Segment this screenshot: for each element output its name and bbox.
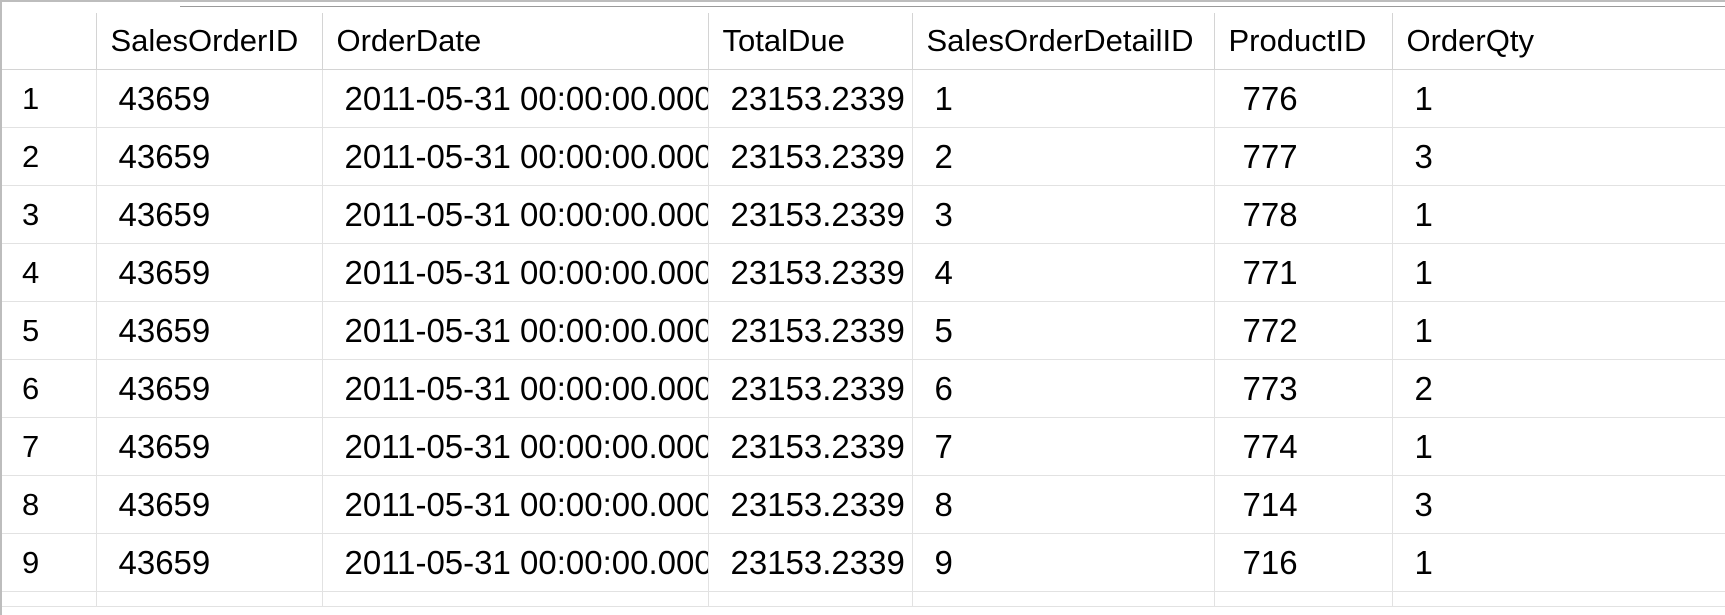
table-row[interactable]: 3 43659 2011-05-31 00:00:00.000 23153.23… (2, 185, 1725, 244)
cell-salesorderdetailid[interactable]: 7 (912, 417, 1215, 476)
cell-salesorderdetailid[interactable]: 1 (912, 69, 1215, 128)
cell-orderqty[interactable]: 2 (1392, 359, 1725, 418)
cell-totaldue[interactable]: 23153.2339 (708, 417, 913, 476)
cell-salesorderdetailid[interactable]: 9 (912, 533, 1215, 592)
table-row[interactable]: 4 43659 2011-05-31 00:00:00.000 23153.23… (2, 243, 1725, 302)
partial-row (2, 591, 1725, 607)
row-number[interactable]: 7 (2, 417, 97, 476)
results-grid: SalesOrderID OrderDate TotalDue SalesOrd… (2, 13, 1725, 607)
column-header-totaldue[interactable]: TotalDue (708, 13, 913, 70)
table-row[interactable]: 6 43659 2011-05-31 00:00:00.000 23153.23… (2, 359, 1725, 418)
column-header-salesorderid[interactable]: SalesOrderID (96, 13, 323, 70)
cell-orderdate[interactable]: 2011-05-31 00:00:00.000 (322, 301, 709, 360)
cell-salesorderdetailid[interactable]: 3 (912, 185, 1215, 244)
table-row[interactable]: 1 43659 2011-05-31 00:00:00.000 23153.23… (2, 69, 1725, 128)
select-all-corner[interactable] (2, 13, 97, 70)
partial-cell (912, 591, 1215, 607)
cell-orderqty[interactable]: 1 (1392, 417, 1725, 476)
cell-salesorderdetailid[interactable]: 6 (912, 359, 1215, 418)
partial-cell (96, 591, 323, 607)
cell-salesorderdetailid[interactable]: 8 (912, 475, 1215, 534)
cell-productid[interactable]: 716 (1214, 533, 1393, 592)
cell-salesorderid[interactable]: 43659 (96, 243, 323, 302)
table-row[interactable]: 8 43659 2011-05-31 00:00:00.000 23153.23… (2, 475, 1725, 534)
partial-cell (2, 591, 97, 607)
cell-orderdate[interactable]: 2011-05-31 00:00:00.000 (322, 475, 709, 534)
cell-orderdate[interactable]: 2011-05-31 00:00:00.000 (322, 127, 709, 186)
grid-top-border (180, 6, 1725, 7)
cell-orderdate[interactable]: 2011-05-31 00:00:00.000 (322, 185, 709, 244)
cell-orderdate[interactable]: 2011-05-31 00:00:00.000 (322, 417, 709, 476)
cell-productid[interactable]: 772 (1214, 301, 1393, 360)
cell-orderqty[interactable]: 3 (1392, 127, 1725, 186)
cell-salesorderid[interactable]: 43659 (96, 185, 323, 244)
cell-productid[interactable]: 714 (1214, 475, 1393, 534)
cell-totaldue[interactable]: 23153.2339 (708, 69, 913, 128)
header-row: SalesOrderID OrderDate TotalDue SalesOrd… (2, 13, 1725, 70)
column-header-salesorderdetailid[interactable]: SalesOrderDetailID (912, 13, 1215, 70)
cell-orderqty[interactable]: 1 (1392, 301, 1725, 360)
cell-totaldue[interactable]: 23153.2339 (708, 533, 913, 592)
cell-productid[interactable]: 773 (1214, 359, 1393, 418)
cell-orderdate[interactable]: 2011-05-31 00:00:00.000 (322, 243, 709, 302)
cell-salesorderid[interactable]: 43659 (96, 417, 323, 476)
row-number[interactable]: 5 (2, 301, 97, 360)
cell-totaldue[interactable]: 23153.2339 (708, 301, 913, 360)
cell-productid[interactable]: 777 (1214, 127, 1393, 186)
table-row[interactable]: 9 43659 2011-05-31 00:00:00.000 23153.23… (2, 533, 1725, 592)
cell-salesorderid[interactable]: 43659 (96, 301, 323, 360)
cell-orderdate[interactable]: 2011-05-31 00:00:00.000 (322, 359, 709, 418)
cell-salesorderid[interactable]: 43659 (96, 475, 323, 534)
partial-cell (1392, 591, 1725, 607)
column-header-productid[interactable]: ProductID (1214, 13, 1393, 70)
cell-productid[interactable]: 771 (1214, 243, 1393, 302)
row-number[interactable]: 3 (2, 185, 97, 244)
cell-salesorderid[interactable]: 43659 (96, 533, 323, 592)
partial-cell (322, 591, 709, 607)
cell-totaldue[interactable]: 23153.2339 (708, 243, 913, 302)
column-header-orderdate[interactable]: OrderDate (322, 13, 709, 70)
cell-orderqty[interactable]: 1 (1392, 185, 1725, 244)
cell-salesorderdetailid[interactable]: 2 (912, 127, 1215, 186)
column-header-orderqty[interactable]: OrderQty (1392, 13, 1725, 70)
row-number[interactable]: 8 (2, 475, 97, 534)
cell-totaldue[interactable]: 23153.2339 (708, 359, 913, 418)
cell-salesorderid[interactable]: 43659 (96, 127, 323, 186)
row-number[interactable]: 2 (2, 127, 97, 186)
table-row[interactable]: 7 43659 2011-05-31 00:00:00.000 23153.23… (2, 417, 1725, 476)
cell-totaldue[interactable]: 23153.2339 (708, 475, 913, 534)
row-number[interactable]: 1 (2, 69, 97, 128)
cell-totaldue[interactable]: 23153.2339 (708, 185, 913, 244)
cell-productid[interactable]: 778 (1214, 185, 1393, 244)
row-number[interactable]: 6 (2, 359, 97, 418)
row-number[interactable]: 9 (2, 533, 97, 592)
cell-orderdate[interactable]: 2011-05-31 00:00:00.000 (322, 69, 709, 128)
cell-orderdate[interactable]: 2011-05-31 00:00:00.000 (322, 533, 709, 592)
cell-totaldue[interactable]: 23153.2339 (708, 127, 913, 186)
row-number[interactable]: 4 (2, 243, 97, 302)
cell-salesorderdetailid[interactable]: 4 (912, 243, 1215, 302)
partial-cell (708, 591, 913, 607)
cell-salesorderdetailid[interactable]: 5 (912, 301, 1215, 360)
table-row[interactable]: 5 43659 2011-05-31 00:00:00.000 23153.23… (2, 301, 1725, 360)
cell-salesorderid[interactable]: 43659 (96, 359, 323, 418)
partial-cell (1214, 591, 1393, 607)
cell-orderqty[interactable]: 3 (1392, 475, 1725, 534)
cell-orderqty[interactable]: 1 (1392, 243, 1725, 302)
cell-productid[interactable]: 774 (1214, 417, 1393, 476)
cell-orderqty[interactable]: 1 (1392, 69, 1725, 128)
cell-productid[interactable]: 776 (1214, 69, 1393, 128)
cell-orderqty[interactable]: 1 (1392, 533, 1725, 592)
cell-salesorderid[interactable]: 43659 (96, 69, 323, 128)
table-row[interactable]: 2 43659 2011-05-31 00:00:00.000 23153.23… (2, 127, 1725, 186)
